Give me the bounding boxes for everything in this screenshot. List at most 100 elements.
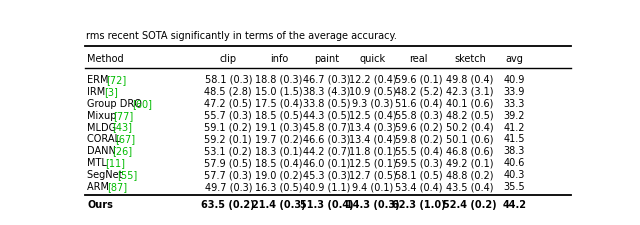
Text: IRM: IRM (88, 86, 109, 96)
Text: sketch: sketch (454, 54, 486, 63)
Text: 55.5 (0.4): 55.5 (0.4) (395, 146, 443, 156)
Text: 57.7 (0.3): 57.7 (0.3) (204, 169, 252, 179)
Text: 18.8 (0.3): 18.8 (0.3) (255, 74, 303, 84)
Text: 57.9 (0.5): 57.9 (0.5) (204, 158, 252, 168)
Text: [72]: [72] (106, 74, 127, 84)
Text: 33.9: 33.9 (504, 86, 525, 96)
Text: 21.4 (0.3): 21.4 (0.3) (252, 199, 306, 209)
Text: 52.4 (0.2): 52.4 (0.2) (443, 199, 497, 209)
Text: clip: clip (220, 54, 237, 63)
Text: 38.3: 38.3 (504, 146, 525, 156)
Text: 53.4 (0.4): 53.4 (0.4) (395, 181, 442, 191)
Text: 58.1 (0.3): 58.1 (0.3) (205, 74, 252, 84)
Text: [55]: [55] (117, 169, 138, 179)
Text: 63.5 (0.2): 63.5 (0.2) (202, 199, 255, 209)
Text: 40.3: 40.3 (504, 169, 525, 179)
Text: 44.3 (0.5): 44.3 (0.5) (303, 110, 350, 120)
Text: 47.2 (0.5): 47.2 (0.5) (204, 98, 252, 108)
Text: 35.5: 35.5 (504, 181, 525, 191)
Text: 41.5: 41.5 (504, 134, 525, 144)
Text: avg: avg (506, 54, 524, 63)
Text: CORAL: CORAL (88, 134, 124, 144)
Text: 53.1 (0.2): 53.1 (0.2) (205, 146, 252, 156)
Text: Ours: Ours (88, 199, 113, 209)
Text: 45.8 (0.7): 45.8 (0.7) (303, 122, 350, 132)
Text: MTL: MTL (88, 158, 111, 168)
Text: MLDG: MLDG (88, 122, 120, 132)
Text: [3]: [3] (104, 86, 118, 96)
Text: 51.3 (0.4): 51.3 (0.4) (300, 199, 353, 209)
Text: 12.2 (0.4): 12.2 (0.4) (349, 74, 396, 84)
Text: 59.6 (0.1): 59.6 (0.1) (395, 74, 442, 84)
Text: 19.1 (0.3): 19.1 (0.3) (255, 122, 303, 132)
Text: 38.3 (4.3): 38.3 (4.3) (303, 86, 350, 96)
Text: 46.6 (0.3): 46.6 (0.3) (303, 134, 350, 144)
Text: 33.8 (0.5): 33.8 (0.5) (303, 98, 350, 108)
Text: 48.5 (2.8): 48.5 (2.8) (205, 86, 252, 96)
Text: 10.9 (0.5): 10.9 (0.5) (349, 86, 396, 96)
Text: 50.1 (0.6): 50.1 (0.6) (446, 134, 493, 144)
Text: [67]: [67] (115, 134, 136, 144)
Text: 41.2: 41.2 (504, 122, 525, 132)
Text: 11.8 (0.1): 11.8 (0.1) (349, 146, 396, 156)
Text: 39.2: 39.2 (504, 110, 525, 120)
Text: 40.9: 40.9 (504, 74, 525, 84)
Text: 18.5 (0.4): 18.5 (0.4) (255, 158, 303, 168)
Text: 55.7 (0.3): 55.7 (0.3) (204, 110, 252, 120)
Text: 12.5 (0.1): 12.5 (0.1) (349, 158, 396, 168)
Text: 42.3 (3.1): 42.3 (3.1) (446, 86, 493, 96)
Text: 44.2 (0.7): 44.2 (0.7) (303, 146, 350, 156)
Text: 46.0 (0.1): 46.0 (0.1) (303, 158, 350, 168)
Text: 50.2 (0.4): 50.2 (0.4) (446, 122, 493, 132)
Text: 59.6 (0.2): 59.6 (0.2) (395, 122, 443, 132)
Text: [26]: [26] (112, 146, 132, 156)
Text: 17.5 (0.4): 17.5 (0.4) (255, 98, 303, 108)
Text: info: info (270, 54, 288, 63)
Text: SegNet: SegNet (88, 169, 126, 179)
Text: [87]: [87] (107, 181, 127, 191)
Text: 19.0 (0.2): 19.0 (0.2) (255, 169, 303, 179)
Text: 46.7 (0.3): 46.7 (0.3) (303, 74, 350, 84)
Text: 44.2: 44.2 (502, 199, 527, 209)
Text: 59.5 (0.3): 59.5 (0.3) (395, 158, 443, 168)
Text: DANN: DANN (88, 146, 120, 156)
Text: real: real (410, 54, 428, 63)
Text: 48.2 (5.2): 48.2 (5.2) (395, 86, 443, 96)
Text: [77]: [77] (113, 110, 133, 120)
Text: 48.2 (0.5): 48.2 (0.5) (446, 110, 493, 120)
Text: 13.4 (0.3): 13.4 (0.3) (349, 122, 396, 132)
Text: 43.5 (0.4): 43.5 (0.4) (446, 181, 493, 191)
Text: 58.1 (0.5): 58.1 (0.5) (395, 169, 443, 179)
Text: 62.3 (1.0): 62.3 (1.0) (392, 199, 445, 209)
Text: 9.3 (0.3): 9.3 (0.3) (352, 98, 393, 108)
Text: [43]: [43] (113, 122, 132, 132)
Text: ERM: ERM (88, 74, 112, 84)
Text: 19.7 (0.2): 19.7 (0.2) (255, 134, 303, 144)
Text: 33.3: 33.3 (504, 98, 525, 108)
Text: 48.8 (0.2): 48.8 (0.2) (446, 169, 493, 179)
Text: 59.8 (0.2): 59.8 (0.2) (395, 134, 443, 144)
Text: 16.3 (0.5): 16.3 (0.5) (255, 181, 303, 191)
Text: [11]: [11] (105, 158, 125, 168)
Text: 55.8 (0.3): 55.8 (0.3) (395, 110, 443, 120)
Text: 18.5 (0.5): 18.5 (0.5) (255, 110, 303, 120)
Text: 14.3 (0.3): 14.3 (0.3) (346, 199, 399, 209)
Text: quick: quick (360, 54, 386, 63)
Text: paint: paint (314, 54, 339, 63)
Text: 9.4 (0.1): 9.4 (0.1) (352, 181, 393, 191)
Text: 40.9 (1.1): 40.9 (1.1) (303, 181, 350, 191)
Text: 12.7 (0.5): 12.7 (0.5) (349, 169, 397, 179)
Text: 49.2 (0.1): 49.2 (0.1) (446, 158, 493, 168)
Text: Group DRO: Group DRO (88, 98, 145, 108)
Text: 51.6 (0.4): 51.6 (0.4) (395, 98, 442, 108)
Text: 12.5 (0.4): 12.5 (0.4) (349, 110, 396, 120)
Text: 49.7 (0.3): 49.7 (0.3) (205, 181, 252, 191)
Text: 46.8 (0.6): 46.8 (0.6) (446, 146, 493, 156)
Text: 13.4 (0.4): 13.4 (0.4) (349, 134, 396, 144)
Text: 40.1 (0.6): 40.1 (0.6) (446, 98, 493, 108)
Text: Mixup: Mixup (88, 110, 120, 120)
Text: [60]: [60] (132, 98, 152, 108)
Text: rms recent SOTA significantly in terms of the average accuracy.: rms recent SOTA significantly in terms o… (86, 31, 397, 41)
Text: Method: Method (88, 54, 124, 63)
Text: 15.0 (1.5): 15.0 (1.5) (255, 86, 303, 96)
